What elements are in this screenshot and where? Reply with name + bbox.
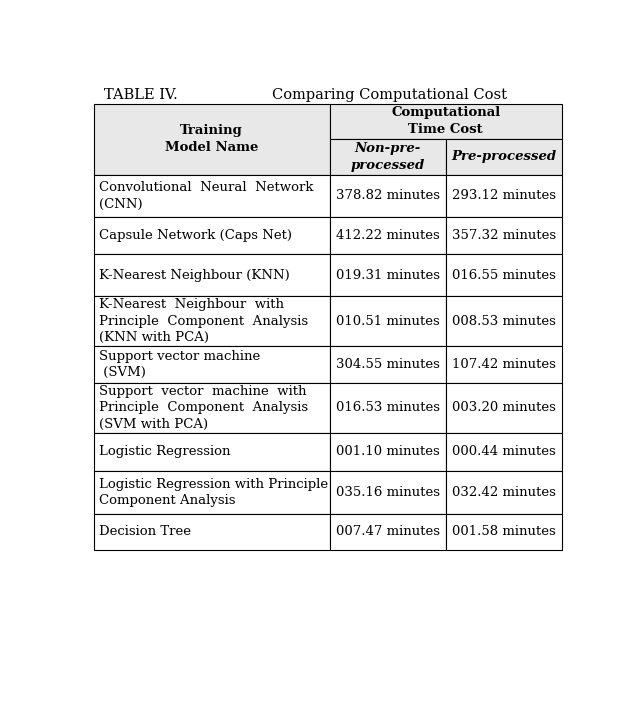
Text: 032.42 minutes: 032.42 minutes bbox=[452, 486, 556, 499]
Text: 357.32 minutes: 357.32 minutes bbox=[452, 229, 556, 242]
Bar bbox=[330, 346, 446, 383]
Text: Pre-processed: Pre-processed bbox=[451, 150, 557, 163]
Text: K-Nearest Neighbour (KNN): K-Nearest Neighbour (KNN) bbox=[99, 269, 289, 281]
Text: Training
Model Name: Training Model Name bbox=[165, 124, 259, 154]
Bar bbox=[94, 217, 330, 254]
Bar bbox=[446, 139, 562, 174]
Bar bbox=[330, 217, 446, 254]
Bar bbox=[330, 139, 446, 174]
Bar bbox=[94, 174, 330, 217]
Bar bbox=[330, 383, 446, 433]
Text: Support  vector  machine  with
Principle  Component  Analysis
(SVM with PCA): Support vector machine with Principle Co… bbox=[99, 385, 308, 431]
Text: 008.53 minutes: 008.53 minutes bbox=[452, 315, 556, 328]
Text: 107.42 minutes: 107.42 minutes bbox=[452, 358, 556, 371]
Bar bbox=[330, 104, 562, 139]
Text: 003.20 minutes: 003.20 minutes bbox=[452, 401, 556, 414]
Bar bbox=[446, 174, 562, 217]
Text: 293.12 minutes: 293.12 minutes bbox=[452, 190, 556, 202]
Bar bbox=[446, 383, 562, 433]
Bar bbox=[94, 346, 330, 383]
Bar bbox=[330, 174, 446, 217]
Bar bbox=[94, 433, 330, 471]
Bar bbox=[446, 471, 562, 513]
Bar bbox=[446, 217, 562, 254]
Text: 019.31 minutes: 019.31 minutes bbox=[335, 269, 440, 281]
Text: 035.16 minutes: 035.16 minutes bbox=[335, 486, 440, 499]
Bar bbox=[94, 383, 330, 433]
Text: 016.53 minutes: 016.53 minutes bbox=[335, 401, 440, 414]
Bar bbox=[446, 254, 562, 297]
Text: 007.47 minutes: 007.47 minutes bbox=[335, 525, 440, 538]
Bar bbox=[446, 433, 562, 471]
Bar bbox=[446, 297, 562, 346]
Bar bbox=[330, 254, 446, 297]
Text: 000.44 minutes: 000.44 minutes bbox=[452, 445, 556, 458]
Bar bbox=[94, 104, 330, 174]
Text: Non-pre-
processed: Non-pre- processed bbox=[351, 141, 425, 172]
Text: 016.55 minutes: 016.55 minutes bbox=[452, 269, 556, 281]
Text: 001.58 minutes: 001.58 minutes bbox=[452, 525, 556, 538]
Bar bbox=[330, 471, 446, 513]
Bar bbox=[94, 513, 330, 550]
Bar bbox=[330, 297, 446, 346]
Bar bbox=[94, 471, 330, 513]
Text: 010.51 minutes: 010.51 minutes bbox=[336, 315, 440, 328]
Text: 304.55 minutes: 304.55 minutes bbox=[336, 358, 440, 371]
Bar bbox=[94, 254, 330, 297]
Text: Logistic Regression with Principle
Component Analysis: Logistic Regression with Principle Compo… bbox=[99, 477, 328, 507]
Text: Computational
Time Cost: Computational Time Cost bbox=[391, 106, 500, 136]
Text: Capsule Network (Caps Net): Capsule Network (Caps Net) bbox=[99, 229, 292, 242]
Text: Decision Tree: Decision Tree bbox=[99, 525, 191, 538]
Text: TABLE IV.: TABLE IV. bbox=[104, 88, 177, 103]
Text: K-Nearest  Neighbour  with
Principle  Component  Analysis
(KNN with PCA): K-Nearest Neighbour with Principle Compo… bbox=[99, 299, 308, 345]
Bar bbox=[94, 297, 330, 346]
Bar bbox=[330, 513, 446, 550]
Bar bbox=[330, 433, 446, 471]
Bar bbox=[446, 513, 562, 550]
Text: Comparing Computational Cost: Comparing Computational Cost bbox=[273, 88, 508, 103]
Text: Support vector machine
 (SVM): Support vector machine (SVM) bbox=[99, 350, 260, 379]
Text: 378.82 minutes: 378.82 minutes bbox=[335, 190, 440, 202]
Text: Convolutional  Neural  Network
(CNN): Convolutional Neural Network (CNN) bbox=[99, 181, 313, 210]
Bar bbox=[446, 346, 562, 383]
Text: 412.22 minutes: 412.22 minutes bbox=[336, 229, 440, 242]
Text: Logistic Regression: Logistic Regression bbox=[99, 445, 230, 458]
Text: 001.10 minutes: 001.10 minutes bbox=[336, 445, 440, 458]
